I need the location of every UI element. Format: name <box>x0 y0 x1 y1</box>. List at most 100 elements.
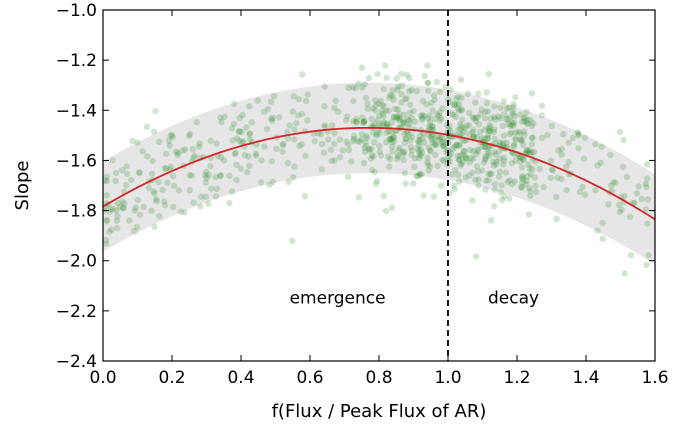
scatter-point <box>508 180 516 188</box>
scatter-point <box>254 97 261 104</box>
x-tick-label: 1.0 <box>434 368 461 388</box>
scatter-point <box>171 182 178 189</box>
scatter-point <box>569 134 577 142</box>
scatter-point <box>185 132 193 139</box>
scatter-point <box>376 120 383 128</box>
scatter-point <box>371 139 378 146</box>
scatter-point <box>482 156 489 163</box>
scatter-point <box>579 183 586 191</box>
scatter-point <box>455 156 463 163</box>
scatter-point <box>385 107 392 114</box>
scatter-point <box>455 127 462 134</box>
scatter-point <box>358 64 365 71</box>
scatter-point <box>383 74 390 82</box>
scatter-point <box>365 74 373 82</box>
scatter-point <box>643 261 650 269</box>
scatter-point <box>510 110 517 117</box>
scatter-point <box>505 120 512 128</box>
scatter-point <box>374 116 381 124</box>
scatter-point <box>359 119 367 126</box>
scatter-point <box>387 135 394 142</box>
scatter-point <box>472 99 479 106</box>
scatter-point <box>527 192 534 199</box>
scatter-point <box>451 143 458 151</box>
scatter-point <box>643 175 651 182</box>
scatter-point <box>509 108 516 115</box>
scatter-point <box>610 178 617 186</box>
scatter-point <box>419 134 427 142</box>
scatter-point <box>416 139 423 146</box>
scatter-point <box>540 183 547 191</box>
scatter-point <box>103 178 111 185</box>
scatter-point <box>228 188 236 195</box>
x-tick-label: 0.8 <box>365 368 392 388</box>
scatter-point <box>576 188 583 195</box>
scatter-point <box>344 173 352 180</box>
scatter-point <box>151 128 158 135</box>
scatter-point <box>520 156 527 164</box>
scatter-point <box>459 151 466 158</box>
scatter-point <box>160 198 168 205</box>
scatter-point <box>196 140 203 147</box>
scatter-point <box>467 154 474 162</box>
scatter-point <box>420 112 428 120</box>
scatter-point <box>348 158 355 165</box>
scatter-point <box>512 157 519 164</box>
scatter-point <box>431 96 438 104</box>
scatter-point <box>318 140 326 148</box>
scatter-point <box>445 95 452 103</box>
scatter-point <box>293 119 300 127</box>
scatter-point <box>616 208 624 215</box>
scatter-point <box>390 134 397 141</box>
scatter-point <box>484 134 492 142</box>
scatter-point <box>121 200 128 207</box>
scatter-point <box>335 108 342 115</box>
scatter-point <box>393 113 400 120</box>
scatter-point <box>331 104 338 112</box>
scatter-point <box>528 149 536 156</box>
scatter-point <box>416 133 424 140</box>
scatter-point <box>483 89 490 96</box>
scatter-point <box>643 183 650 190</box>
scatter-point <box>638 195 645 203</box>
scatter-point <box>500 161 507 168</box>
scatter-point <box>538 112 545 119</box>
scatter-point <box>370 153 377 160</box>
scatter-point <box>474 114 481 121</box>
scatter-point <box>548 166 555 173</box>
scatter-point <box>388 119 395 126</box>
scatter-point <box>425 131 432 138</box>
scatter-point <box>421 72 428 80</box>
scatter-point <box>153 195 160 203</box>
x-tick-label: 1.2 <box>503 368 530 388</box>
scatter-point <box>203 174 210 182</box>
scatter-point <box>410 180 417 187</box>
scatter-point <box>398 70 405 78</box>
scatter-point <box>475 121 483 128</box>
scatter-point <box>143 123 151 130</box>
scatter-point <box>123 170 131 177</box>
scatter-point <box>526 184 533 192</box>
scatter-point <box>226 172 233 179</box>
scatter-point <box>386 136 393 143</box>
scatter-point <box>175 187 183 194</box>
scatter-point <box>499 196 506 204</box>
scatter-point <box>345 141 352 148</box>
scatter-point <box>453 101 460 109</box>
scatter-point <box>452 113 459 121</box>
scatter-point <box>466 159 473 166</box>
scatter-point <box>457 162 464 169</box>
scatter-point <box>503 105 511 112</box>
scatter-point <box>406 109 414 116</box>
fit-curve <box>102 126 656 221</box>
scatter-point <box>523 147 531 154</box>
scatter-point <box>136 211 144 218</box>
scatter-point <box>553 193 560 201</box>
scatter-point <box>460 128 467 135</box>
scatter-point <box>453 141 460 149</box>
scatter-point <box>469 113 476 121</box>
scatter-point <box>378 107 386 115</box>
scatter-point <box>631 199 638 207</box>
scatter-point <box>195 143 203 150</box>
scatter-point <box>536 165 543 173</box>
